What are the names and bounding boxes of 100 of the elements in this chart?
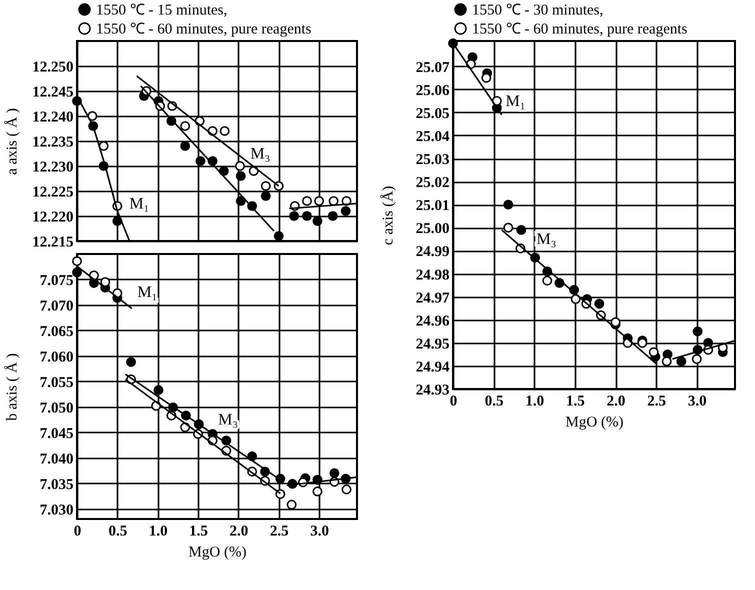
x-tick-label: 2.0 <box>230 524 248 540</box>
x-tick-label: 2.0 <box>606 394 626 410</box>
y-tick-label: 25.07 <box>416 60 450 76</box>
point <box>72 267 82 278</box>
x-tick-label: 1.5 <box>566 394 585 410</box>
x-tick-label: 0 <box>450 394 458 410</box>
x-tick-label: 3.0 <box>310 524 329 540</box>
y-tick-label: 24.95 <box>416 336 450 352</box>
point <box>329 468 340 478</box>
point <box>542 276 552 286</box>
point <box>154 385 164 395</box>
point <box>662 356 672 366</box>
annotation: M₃ <box>250 146 270 162</box>
y-tick-label: 12.240 <box>32 110 74 126</box>
point <box>220 126 230 136</box>
point <box>235 161 245 171</box>
y-tick-label: 24.94 <box>416 359 450 376</box>
y-tick-label: 25.06 <box>416 82 450 99</box>
annotation: M₃ <box>218 412 238 429</box>
y-tick-label: 24.99 <box>416 244 450 260</box>
y-tick-label: 24.97 <box>416 290 450 306</box>
y-tick-label: 25.04 <box>416 128 450 145</box>
y-tick-label: 24.98 <box>416 267 450 284</box>
y-tick-label: 25.01 <box>416 198 450 214</box>
annotation: M₁ <box>137 284 158 302</box>
legend-label: 1550 ℃ - 60 minutes, pure reagents <box>96 22 312 38</box>
x-axis-title: MgO (%) <box>188 544 246 560</box>
point <box>98 141 109 151</box>
y-tick-label: 7.045 <box>40 426 74 442</box>
point <box>302 196 312 206</box>
y-tick-label: 7.075 <box>40 272 74 289</box>
y-tick-label: 12.250 <box>32 60 74 76</box>
point <box>516 225 526 235</box>
y-tick-label: 12.230 <box>32 160 74 176</box>
point <box>648 347 659 358</box>
point <box>312 216 322 226</box>
y-tick-label: 7.065 <box>40 324 74 340</box>
point <box>692 326 703 336</box>
point <box>275 489 286 499</box>
y-tick-label: 12.235 <box>32 134 74 150</box>
y-tick-label: 12.225 <box>32 184 74 200</box>
x-tick-label: 1.0 <box>148 524 168 540</box>
point <box>260 191 271 201</box>
point <box>610 317 620 328</box>
point <box>676 356 686 366</box>
y-tick-label: 7.070 <box>40 298 74 314</box>
y-tick-label: 7.030 <box>40 502 74 518</box>
x-tick-label: 0.5 <box>108 524 128 540</box>
y-tick-label: 24.93 <box>416 382 450 398</box>
x-tick-label: 1.0 <box>525 394 544 410</box>
point <box>260 181 271 191</box>
y-tick-label: 12.215 <box>32 234 74 250</box>
point <box>236 171 246 181</box>
y-axis-title: b axis ( Å ) <box>4 353 20 421</box>
point <box>126 357 136 367</box>
point <box>302 211 312 221</box>
y-tick-label: 7.060 <box>40 349 74 366</box>
point <box>340 206 351 216</box>
y-tick-label: 7.055 <box>40 374 74 391</box>
point <box>503 200 514 210</box>
y-axis-title: c axis (Å) <box>380 186 396 246</box>
y-tick-label: 25.00 <box>416 221 450 238</box>
point <box>289 211 299 221</box>
point <box>328 196 339 206</box>
y-tick-label: 7.050 <box>40 400 74 416</box>
point <box>180 121 190 131</box>
annotation: M₁ <box>129 196 150 212</box>
y-tick-label: 12.245 <box>32 84 74 100</box>
point <box>275 474 286 484</box>
point <box>328 211 338 221</box>
legend-label: 1550 ℃ - 15 minutes, <box>96 2 228 18</box>
x-tick-label: 0 <box>74 524 82 540</box>
point <box>314 196 324 206</box>
x-tick-label: 2.5 <box>647 394 666 410</box>
point <box>342 484 352 494</box>
y-tick-label: 25.05 <box>416 106 450 122</box>
point <box>196 156 206 166</box>
point <box>312 486 322 496</box>
point <box>503 222 514 233</box>
point <box>286 500 297 510</box>
y-tick-label: 25.02 <box>416 175 450 192</box>
x-tick-label: 3.0 <box>688 394 707 410</box>
y-tick-label: 24.96 <box>416 313 450 330</box>
point <box>274 231 284 241</box>
legend-label: 1550 ℃ - 30 minutes, <box>472 2 604 18</box>
y-tick-label: 12.220 <box>32 210 74 226</box>
legend-label: 1550 ℃ - 60 minutes, pure reagents <box>472 22 688 38</box>
y-tick-label: 25.03 <box>416 152 450 168</box>
point <box>594 298 604 309</box>
y-axis-title: a axis ( Å ) <box>4 108 20 175</box>
point <box>236 196 246 206</box>
point <box>100 277 110 287</box>
point <box>180 141 190 151</box>
x-tick-label: 2.5 <box>270 524 289 540</box>
x-tick-label: 1.5 <box>189 524 208 540</box>
x-tick-label: 0.5 <box>484 394 504 410</box>
point <box>692 354 702 364</box>
y-tick-label: 7.035 <box>40 476 74 493</box>
x-axis-title: MgO (%) <box>566 414 624 430</box>
annotation: M₁ <box>506 92 526 110</box>
